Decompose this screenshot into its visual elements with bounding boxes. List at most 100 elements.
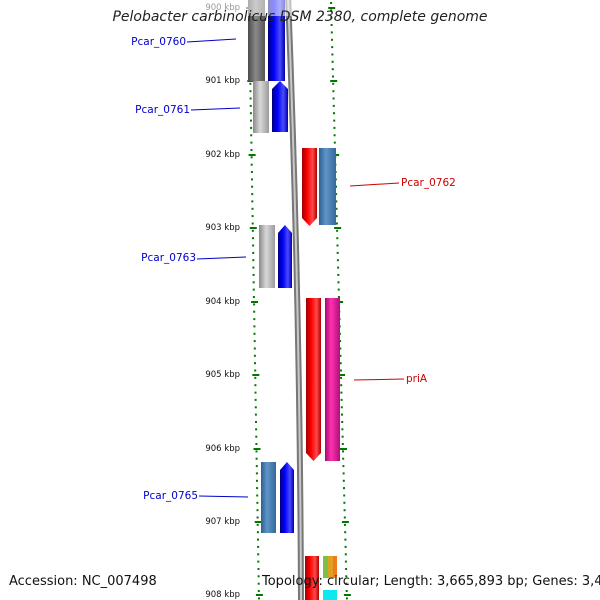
minor-tick xyxy=(341,413,343,416)
minor-tick xyxy=(335,193,338,196)
minor-tick xyxy=(340,406,343,409)
minor-tick xyxy=(255,450,258,453)
minor-tick xyxy=(335,215,338,218)
gene-label-pcar-0761[interactable]: Pcar_0761 xyxy=(135,104,190,116)
minor-tick xyxy=(253,332,256,335)
minor-tick xyxy=(250,134,253,137)
gene-label-pcar-0763[interactable]: Pcar_0763 xyxy=(141,252,196,264)
minor-tick xyxy=(343,516,346,519)
minor-tick xyxy=(335,222,338,225)
minor-tick xyxy=(254,362,256,365)
major-tick xyxy=(341,521,349,523)
minor-tick xyxy=(249,112,252,115)
major-tick xyxy=(252,374,260,376)
minor-tick xyxy=(255,457,258,460)
minor-tick xyxy=(333,112,335,115)
minor-tick xyxy=(252,266,255,269)
minor-tick xyxy=(256,501,259,504)
minor-tick xyxy=(251,200,254,203)
accession-text: Accession: NC_007498 xyxy=(9,574,157,589)
minor-tick xyxy=(341,421,344,423)
minor-tick xyxy=(332,75,334,78)
minor-tick xyxy=(340,391,343,394)
minor-tick xyxy=(257,590,260,592)
map-title: Pelobacter carbinolicus DSM 2380, comple… xyxy=(112,9,488,25)
minor-tick xyxy=(255,465,258,468)
gene-cds xyxy=(272,81,288,132)
minor-tick xyxy=(257,553,260,556)
gene-shadow-track xyxy=(253,81,269,133)
gene-shadow-track xyxy=(248,0,265,81)
coordinate-labels: 900 kbp 901 kbp 902 kbp 903 kbp 904 kbp … xyxy=(205,3,240,600)
minor-tick xyxy=(333,141,336,144)
minor-tick xyxy=(330,9,333,12)
minor-tick xyxy=(339,369,342,372)
gene-shadow-track xyxy=(325,298,340,461)
minor-tick xyxy=(343,487,345,490)
minor-tick xyxy=(253,310,256,313)
minor-tick xyxy=(344,553,347,556)
minor-tick xyxy=(342,465,345,468)
connector-pcar-0765 xyxy=(198,495,249,498)
minor-tick xyxy=(252,281,255,284)
minor-tick xyxy=(256,509,259,512)
major-tick xyxy=(328,7,336,9)
minor-tick xyxy=(345,590,348,592)
gene-pcar-0763[interactable] xyxy=(259,225,292,288)
minor-tick xyxy=(345,575,348,578)
minor-tick xyxy=(249,90,252,93)
minor-tick xyxy=(252,259,255,262)
minor-tick xyxy=(343,509,346,512)
gene-pcar-0765[interactable] xyxy=(261,462,294,533)
gene-cds xyxy=(268,0,285,81)
minor-tick xyxy=(254,384,257,387)
minor-tick xyxy=(250,171,253,173)
minor-tick xyxy=(257,538,259,541)
minor-tick xyxy=(331,46,334,49)
minor-tick xyxy=(258,597,260,600)
gene-cds xyxy=(278,225,292,288)
gene-pria[interactable] xyxy=(306,298,340,461)
gene-label-pcar-0765[interactable]: Pcar_0765 xyxy=(143,490,198,502)
minor-tick xyxy=(340,376,342,379)
minor-tick xyxy=(332,90,335,93)
minor-tick xyxy=(333,134,336,137)
gene-pcar-0761[interactable] xyxy=(253,81,288,133)
coord-label: 901 kbp xyxy=(205,76,240,86)
minor-tick xyxy=(256,523,259,526)
minor-tick xyxy=(341,435,344,438)
minor-tick xyxy=(253,303,256,306)
minor-tick xyxy=(250,163,253,166)
minor-tick xyxy=(257,582,260,585)
minor-tick xyxy=(252,288,255,291)
coord-label: 902 kbp xyxy=(205,150,240,160)
minor-tick xyxy=(250,156,253,159)
major-tick xyxy=(338,374,345,376)
minor-tick xyxy=(249,82,252,85)
gene-pcar-0760[interactable] xyxy=(244,0,294,81)
gene-track xyxy=(333,556,337,578)
minor-tick xyxy=(340,384,343,387)
minor-tick xyxy=(255,472,258,475)
minor-tick xyxy=(255,443,258,445)
minor-tick xyxy=(252,296,255,298)
minor-tick xyxy=(344,538,347,541)
minor-tick xyxy=(337,281,340,284)
genome-backbone-highlight xyxy=(287,0,302,600)
gene-label-pria[interactable]: priA xyxy=(406,373,428,385)
gene-partial-bottom[interactable] xyxy=(305,556,337,600)
gene-pcar-0762[interactable] xyxy=(302,148,336,226)
minor-tick xyxy=(339,340,342,343)
major-tick xyxy=(330,80,338,82)
coord-label: 905 kbp xyxy=(205,370,240,380)
minor-tick xyxy=(253,354,256,357)
minor-tick xyxy=(336,237,339,240)
connector-pcar-0760 xyxy=(186,38,237,43)
coord-label: 907 kbp xyxy=(205,517,240,527)
minor-tick xyxy=(337,266,340,269)
gene-label-pcar-0760[interactable]: Pcar_0760 xyxy=(131,36,186,48)
gene-label-pcar-0762[interactable]: Pcar_0762 xyxy=(401,177,456,189)
major-tick xyxy=(254,521,262,523)
minor-tick xyxy=(255,428,258,431)
gene-shadow-track xyxy=(261,462,276,533)
